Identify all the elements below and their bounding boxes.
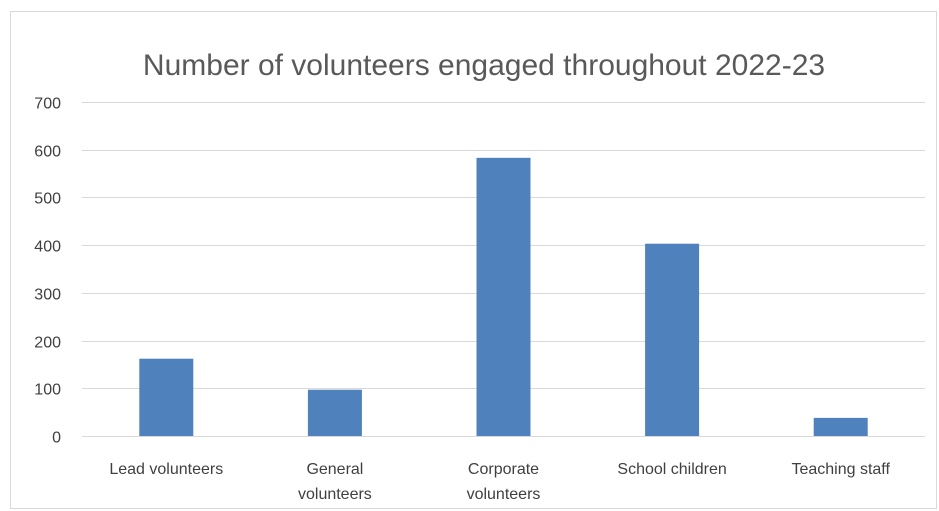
x-category-label-5: Teaching staff (791, 461, 890, 478)
y-tick-label-500: 500 (34, 191, 61, 208)
y-tick-label-0: 0 (52, 430, 61, 447)
chart-title: Number of volunteers engaged throughout … (143, 49, 825, 82)
x-category-label-2: General volunteers (298, 461, 372, 503)
x-category-label-3: Corporate volunteers (467, 461, 541, 503)
x-axis-category-labels: Lead volunteers General volunteers Corporat… (109, 461, 890, 503)
bars (139, 157, 868, 436)
bar-1 (139, 358, 194, 436)
y-axis-ticks: 0 100 200 300 400 500 600 700 (34, 96, 61, 447)
y-tick-label-200: 200 (34, 335, 61, 352)
bar-3 (476, 157, 531, 436)
y-tick-label-400: 400 (34, 239, 61, 256)
y-tick-label-600: 600 (34, 144, 61, 161)
x-category-label-1: Lead volunteers (109, 461, 223, 478)
bar-2 (307, 389, 362, 436)
y-tick-label-300: 300 (34, 287, 61, 304)
y-tick-label-100: 100 (34, 382, 61, 399)
bar-4 (645, 243, 700, 436)
bar-5 (813, 417, 868, 436)
x-category-label-4: School children (617, 461, 726, 478)
y-tick-label-700: 700 (34, 96, 61, 113)
